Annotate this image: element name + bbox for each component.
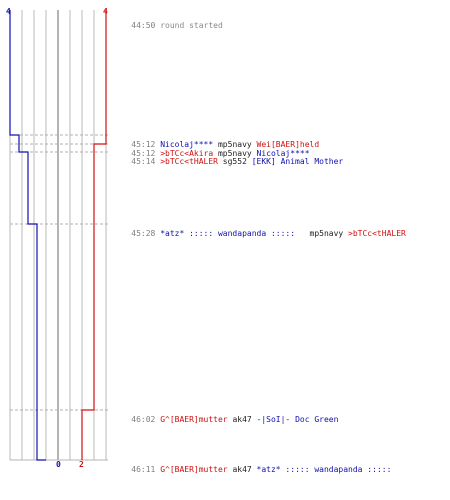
event-row: 45:28 *atz* ::::: wandapanda ::::: mp5na… <box>112 220 406 238</box>
killer-name: Nicolaj**** <box>160 140 214 149</box>
weapon-name: ak47 <box>227 465 257 474</box>
red-team-end-count: 2 <box>79 460 84 469</box>
weapon-name: mp5navy <box>295 229 349 238</box>
event-time: 45:12 <box>131 140 156 149</box>
killer-name: >bTCc<Akira <box>160 149 214 158</box>
killer-name: >bTCc<tHALER <box>160 157 218 166</box>
event-row: 44:50 round started <box>112 12 223 30</box>
victim-name: -|SoI|- Doc Green <box>256 415 339 424</box>
red-team-start-count: 4 <box>103 7 108 16</box>
killer-name: *atz* ::::: wandapanda ::::: <box>160 229 296 238</box>
blue-team-start-count: 4 <box>6 7 11 16</box>
event-time: 44:50 <box>131 21 156 30</box>
event-time: 45:14 <box>131 157 156 166</box>
event-time: 45:28 <box>131 229 156 238</box>
weapon-name: sg552 <box>217 157 252 166</box>
event-time: 45:12 <box>131 149 156 158</box>
victim-name: Wei[BAER]held <box>256 140 320 149</box>
victim-name: *atz* ::::: wandapanda ::::: <box>256 465 392 474</box>
event-time: 46:02 <box>131 415 156 424</box>
event-time: 46:11 <box>131 465 156 474</box>
killer-name: G^[BAER]mutter <box>160 415 228 424</box>
weapon-name: mp5navy <box>213 149 257 158</box>
blue-team-step-line <box>9 10 46 461</box>
event-row: 46:02 G^[BAER]mutter ak47 -|SoI|- Doc Gr… <box>112 406 338 424</box>
weapon-name: ak47 <box>227 415 257 424</box>
victim-name: >bTCc<tHALER <box>348 229 406 238</box>
red-team-step-line <box>81 10 107 460</box>
weapon-name: mp5navy <box>213 140 257 149</box>
event-row: 45:14 >bTCc<tHALER sg552 [EKK] Animal Mo… <box>112 148 343 166</box>
event-text: round started <box>160 21 223 30</box>
victim-name: Nicolaj**** <box>256 149 310 158</box>
event-row: 45:12 >bTCc<Akira mp5navy Nicolaj**** <box>112 140 309 158</box>
event-row: 46:11 G^[BAER]mutter ak47 *atz* ::::: wa… <box>112 456 391 474</box>
blue-team-end-count: 0 <box>56 460 61 469</box>
killer-name: G^[BAER]mutter <box>160 465 228 474</box>
victim-name: [EKK] Animal Mother <box>251 157 344 166</box>
event-row: 45:12 Nicolaj**** mp5navy Wei[BAER]held <box>112 131 319 149</box>
